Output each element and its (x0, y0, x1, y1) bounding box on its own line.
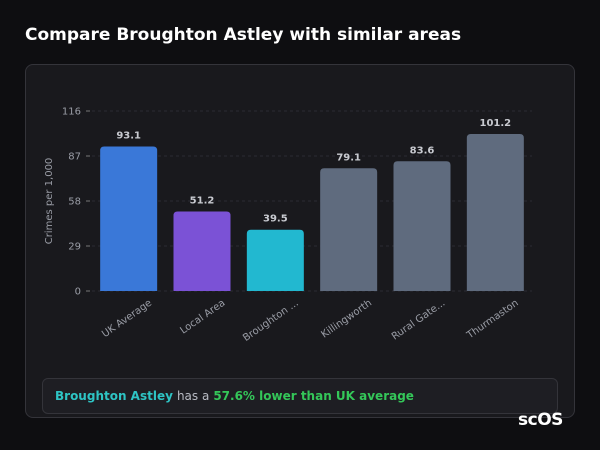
y-tick-label: 29 (68, 242, 81, 253)
y-tick-label: 58 (68, 197, 81, 208)
x-tick-label: Broughton ... (241, 298, 301, 344)
bar (466, 133, 524, 291)
logo: scOS (518, 410, 563, 430)
value-label: 79.1 (336, 152, 361, 163)
x-tick-label: Killingworth (319, 298, 374, 341)
x-tick-label: Local Area (178, 298, 227, 337)
summary: Broughton Astley has a 57.6% lower than UK… (42, 378, 558, 414)
y-tick-label: 116 (62, 107, 81, 118)
value-label: 101.2 (480, 118, 512, 129)
bar (393, 161, 451, 291)
value-label: 51.2 (190, 196, 215, 207)
page-title: Compare Broughton Astley with similar ar… (25, 25, 462, 45)
y-tick-label: 0 (75, 287, 81, 298)
chart: Crimes per 1,000 0 29 58 87 116 UK Average 93.… (44, 107, 532, 344)
value-label: 83.6 (410, 145, 435, 156)
x-tick-label: Rural Gate... (390, 298, 448, 343)
chart-card: Crimes per 1,000 0 29 58 87 116 UK Average 93.… (25, 64, 575, 418)
bar (320, 168, 378, 291)
x-tick-label: UK Average (100, 298, 154, 340)
bar (100, 146, 158, 291)
y-tick-label: 87 (68, 152, 81, 163)
bar (173, 211, 231, 291)
value-label: 93.1 (116, 131, 141, 142)
bar (246, 229, 304, 291)
summary-highlight: 57.6% lower than UK average (213, 389, 414, 403)
x-tick-label: Thurmaston (464, 298, 520, 342)
summary-text: has a (176, 389, 210, 403)
y-axis-label: Crimes per 1,000 (44, 158, 55, 245)
summary-area: Broughton Astley (55, 389, 173, 403)
value-label: 39.5 (263, 214, 288, 225)
